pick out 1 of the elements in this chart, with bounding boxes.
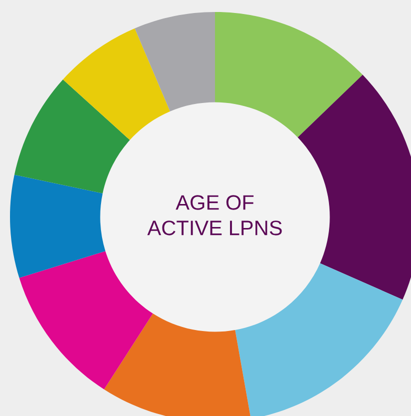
text: AGE OF ACTIVE LPNS: [147, 195, 282, 236]
